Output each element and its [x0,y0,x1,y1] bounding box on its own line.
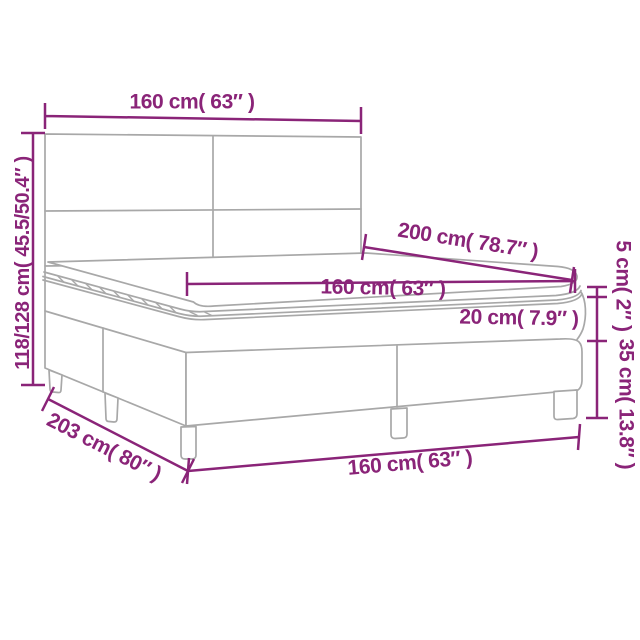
bed-leg-mid-left [104,392,119,423]
mattress-right-end-edge [576,291,587,341]
bed-leg-mid-front [390,407,408,440]
bed-leg-front-right [553,389,578,421]
dim-line-base-width [185,423,582,485]
label-headboard-width: 160 cm( 63″ ) [129,91,254,114]
label-mattress-width: 160 cm( 63″ ) [320,275,445,300]
dimension-lines [21,103,608,485]
label-mattress-thickness: 20 cm( 7.9″ ) [459,305,579,330]
bed-line-art [42,133,587,460]
box-spring-front-face [185,337,583,427]
dim-line-mattress-width [185,269,577,296]
label-base-height: 35 cm( 13.8″ ) [615,339,638,470]
bed-leg-front-left [180,425,197,460]
label-base-width: 160 cm( 63″ ) [347,446,474,480]
dim-line-total-height [21,131,45,387]
label-total-length: 203 cm( 80″ ) [43,408,165,485]
mattress-seam-line-1 [42,275,582,318]
label-topper-thickness: 5 cm( 2″ ) [612,240,635,331]
seam-stitch-marks [57,275,213,317]
headboard-horizontal-divider [44,208,362,212]
bed-leg-back-left [48,369,63,394]
label-total-height: 118/128 cm( 45.5/50.4″ ) [12,156,34,369]
dim-line-headboard-width [43,103,363,134]
mattress-seam-line-2 [42,279,583,321]
headboard-outline [44,133,362,267]
dim-line-right-heights [586,285,608,420]
mattress-top-surface [47,252,578,308]
